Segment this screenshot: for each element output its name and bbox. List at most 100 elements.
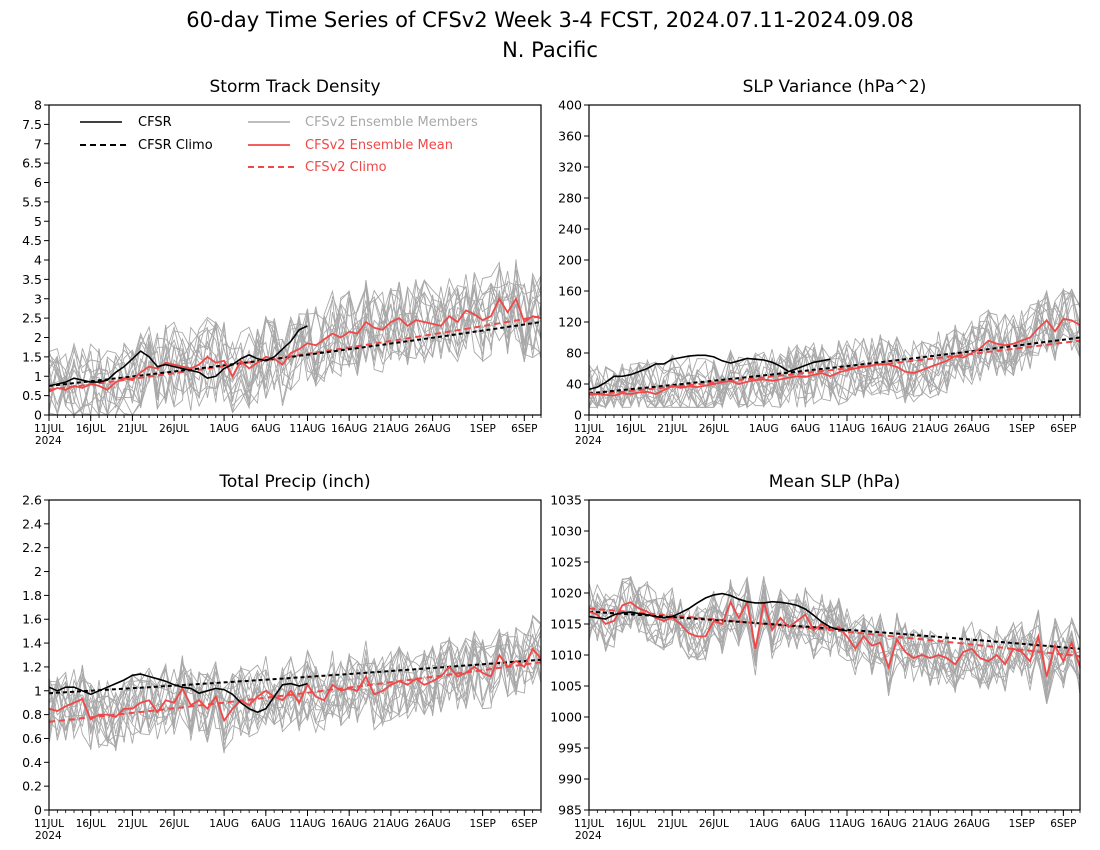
x-tick-label: 6AUG xyxy=(791,423,821,435)
y-tick-label: 160 xyxy=(558,284,582,299)
y-tick-label: 1005 xyxy=(550,679,582,694)
x-tick-label: 6AUG xyxy=(791,818,821,830)
panel-title: Storm Track Density xyxy=(209,77,380,97)
x-tick-label: 21AUG xyxy=(912,423,948,435)
ensemble-member-line xyxy=(48,268,542,416)
y-tick-label: 8 xyxy=(34,98,42,113)
y-tick-label: 995 xyxy=(558,741,582,756)
y-tick-label: 5 xyxy=(34,214,42,229)
y-tick-label: 1 xyxy=(34,369,42,384)
panel-slp-variance: SLP Variance (hPa^2) 0 40 80 120 160 200 240 280… xyxy=(558,77,1081,447)
ensemble-member-line xyxy=(588,293,1081,409)
y-tick-label: 3.5 xyxy=(22,272,42,287)
y-tick-label: 0.5 xyxy=(22,388,42,403)
x-tick-label: 26JUL xyxy=(699,818,729,830)
x-tick-label: 11JUL xyxy=(574,423,604,435)
x-tick-label: 1SEP xyxy=(469,423,495,435)
cfsv2-climo-line xyxy=(588,607,1081,658)
y-tick-label: 0 xyxy=(574,408,582,423)
x-tick-label: 16JUL xyxy=(76,818,106,830)
x-tick-label: 16JUL xyxy=(616,818,646,830)
cfsr-climo-line xyxy=(48,321,542,387)
x-tick-label: 21AUG xyxy=(373,818,409,830)
y-tick-label: 360 xyxy=(558,129,582,144)
cfsv2-climo-line xyxy=(48,661,542,723)
y-tick-label: 80 xyxy=(566,346,582,361)
x-tick-label: 1AUG xyxy=(749,423,779,435)
y-tick-label: 1.5 xyxy=(22,349,42,364)
ensemble-member-line xyxy=(588,582,1081,701)
y-tick-label: 0 xyxy=(34,408,42,423)
y-tick-label: 240 xyxy=(558,222,582,237)
y-tick-label: 1.2 xyxy=(22,659,42,674)
ensemble-mean-line xyxy=(588,317,1081,397)
ensemble-member-line xyxy=(48,265,542,415)
x-year-label: 2024 xyxy=(575,435,602,447)
ensemble-member-line xyxy=(48,615,542,741)
y-tick-label: 280 xyxy=(558,191,582,206)
ensemble-mean-line xyxy=(48,296,542,393)
x-year-label: 2024 xyxy=(35,435,62,447)
y-tick-label: 1015 xyxy=(550,617,582,632)
x-tick-label: 6AUG xyxy=(251,818,281,830)
y-tick-label: 1.8 xyxy=(22,588,42,603)
y-tick-label: 985 xyxy=(558,803,582,818)
plot-frame xyxy=(588,499,1081,811)
y-tick-label: 6.5 xyxy=(22,156,42,171)
y-tick-label: 2.6 xyxy=(22,493,42,508)
x-tick-label: 11JUL xyxy=(34,423,64,435)
y-tick-label: 1030 xyxy=(550,524,582,539)
legend-members-label: CFSv2 Ensemble Members xyxy=(305,115,478,130)
x-tick-label: 21JUL xyxy=(657,423,687,435)
y-tick-label: 7 xyxy=(34,136,42,151)
y-tick-label: 1010 xyxy=(550,648,582,663)
ensemble-member-line xyxy=(48,627,542,754)
ensemble-member-line xyxy=(48,630,542,752)
ensemble-member-line xyxy=(588,577,1081,693)
y-tick-label: 1000 xyxy=(550,710,582,725)
x-tick-label: 26JUL xyxy=(159,423,189,435)
x-tick-label: 16AUG xyxy=(870,423,906,435)
x-tick-label: 6AUG xyxy=(251,423,281,435)
x-tick-label: 11AUG xyxy=(829,423,865,435)
y-tick-label: 0.4 xyxy=(22,755,42,770)
legend-cfsr-climo-label: CFSR Climo xyxy=(138,138,213,153)
y-tick-label: 7.5 xyxy=(22,117,42,132)
figure-title-line1: 60-day Time Series of CFSv2 Week 3-4 FCS… xyxy=(186,8,914,32)
y-tick-label: 5.5 xyxy=(22,194,42,209)
x-tick-label: 6SEP xyxy=(1050,818,1076,830)
cfsr-line xyxy=(588,354,831,391)
x-tick-label: 21JUL xyxy=(117,423,147,435)
ensemble-member-line xyxy=(588,313,1081,409)
y-tick-label: 120 xyxy=(558,315,582,330)
y-tick-label: 6 xyxy=(34,175,42,190)
ensemble-member-line xyxy=(588,578,1081,691)
x-tick-label: 16AUG xyxy=(331,423,367,435)
x-tick-label: 16JUL xyxy=(616,423,646,435)
y-tick-label: 2 xyxy=(34,564,42,579)
cfsr-line xyxy=(588,592,848,632)
x-year-label: 2024 xyxy=(35,830,62,842)
x-tick-label: 11AUG xyxy=(289,423,325,435)
x-tick-label: 1SEP xyxy=(469,818,495,830)
y-tick-label: 1.6 xyxy=(22,612,42,627)
x-tick-label: 26JUL xyxy=(699,423,729,435)
plot-frame xyxy=(48,499,542,811)
y-tick-label: 1025 xyxy=(550,555,582,570)
y-tick-label: 0 xyxy=(34,803,42,818)
x-tick-label: 6SEP xyxy=(511,423,537,435)
x-tick-label: 11JUL xyxy=(574,818,604,830)
y-tick-label: 2.4 xyxy=(22,516,42,531)
x-tick-label: 26AUG xyxy=(954,818,990,830)
ensemble-mean-line xyxy=(48,647,542,723)
x-tick-label: 11AUG xyxy=(829,818,865,830)
cfsr-climo-line xyxy=(48,658,542,695)
y-tick-label: 1020 xyxy=(550,586,582,601)
y-tick-label: 2 xyxy=(34,330,42,345)
legend-cfsv2-climo-label: CFSv2 Climo xyxy=(305,160,387,175)
x-tick-label: 6SEP xyxy=(1050,423,1076,435)
x-tick-label: 26JUL xyxy=(159,818,189,830)
y-tick-label: 0.2 xyxy=(22,779,42,794)
x-tick-label: 21AUG xyxy=(373,423,409,435)
panel-mean-slp: Mean SLP (hPa) 985 990 995 1000 1005 1010 1015 1… xyxy=(550,472,1081,842)
